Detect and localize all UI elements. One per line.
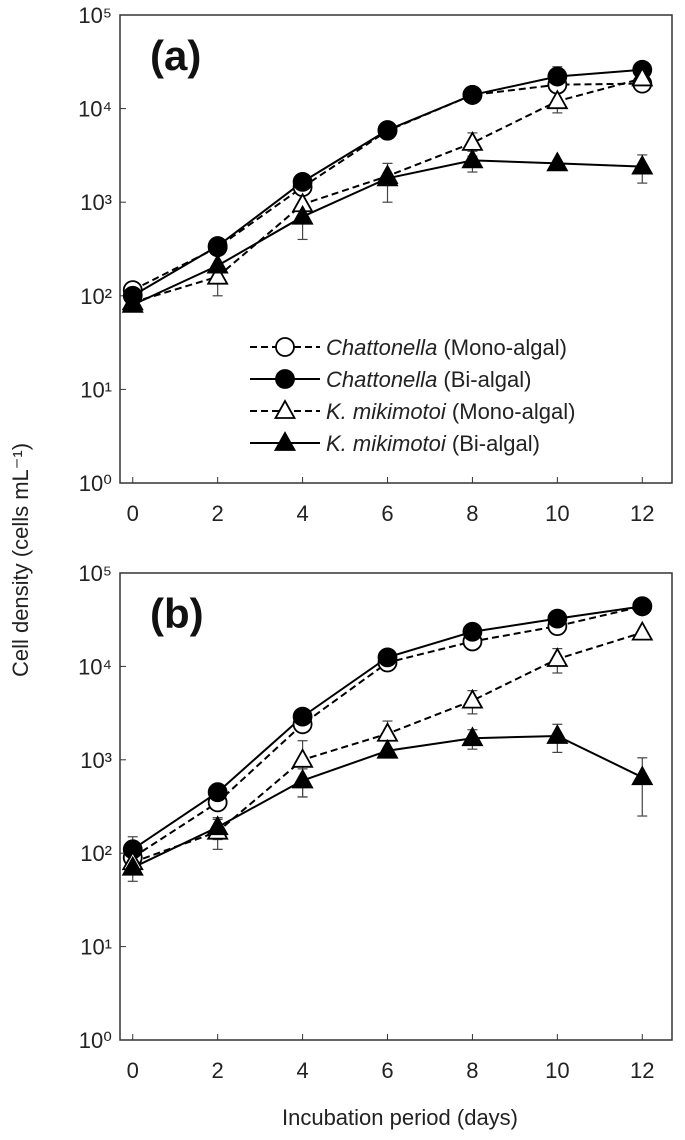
data-point: [546, 151, 569, 172]
data-point: [207, 236, 228, 256]
data-point: [121, 293, 144, 313]
data-point: [376, 721, 399, 742]
data-point: [292, 171, 313, 192]
legend-marker: [275, 369, 295, 389]
data-point: [631, 66, 654, 87]
data-point: [546, 724, 569, 744]
data-point: [461, 726, 484, 747]
plot-frame: [119, 14, 673, 484]
x-tick-label: 4: [296, 501, 308, 526]
data-point: [376, 166, 399, 187]
x-tick-label: 2: [212, 501, 224, 526]
data-point: [461, 131, 484, 151]
data-point: [292, 706, 313, 727]
x-tick-label: 12: [630, 1058, 654, 1083]
data-point: [462, 85, 483, 105]
x-tick-label: 0: [127, 1058, 139, 1083]
data-point: [461, 688, 484, 709]
data-point: [462, 621, 483, 642]
y-tick-label: 10²: [80, 841, 112, 866]
x-tick-label: 0: [127, 501, 139, 526]
y-tick-label: 10³: [80, 190, 112, 215]
y-tick-label: 10⁰: [79, 471, 112, 496]
data-point: [546, 89, 569, 110]
x-tick-label: 2: [212, 1058, 224, 1083]
x-tick-label: 6: [381, 1058, 393, 1083]
data-point: [631, 620, 654, 641]
legend-label: Chattonella (Bi-algal): [326, 367, 531, 392]
y-tick-label: 10⁵: [78, 561, 112, 586]
y-tick-label: 10⁰: [79, 1028, 112, 1053]
data-point: [547, 66, 568, 87]
panel-label: (a): [150, 32, 201, 79]
legend-marker: [273, 431, 297, 451]
data-point: [121, 855, 144, 876]
data-point: [376, 738, 399, 759]
y-tick-label: 10⁴: [78, 654, 112, 679]
data-point: [461, 148, 484, 169]
panel-label: (b): [150, 590, 204, 637]
legend-label: K. mikimotoi (Bi-algal): [326, 431, 540, 456]
x-tick-label: 8: [466, 501, 478, 526]
data-point: [632, 596, 653, 617]
data-point: [377, 647, 398, 668]
x-tick-label: 10: [545, 1058, 569, 1083]
y-tick-label: 10⁴: [78, 97, 112, 122]
data-point: [206, 815, 229, 836]
x-tick-label: 4: [296, 1058, 308, 1083]
data-point: [291, 204, 314, 225]
y-tick-label: 10²: [80, 284, 112, 309]
data-point: [291, 768, 314, 789]
x-tick-label: 10: [545, 501, 569, 526]
x-tick-label: 8: [466, 1058, 478, 1083]
y-tick-label: 10³: [80, 748, 112, 773]
legend-label: Chattonella (Mono-algal): [326, 335, 567, 360]
y-tick-label: 10¹: [80, 377, 112, 402]
y-axis-label: Cell density (cells mL⁻¹): [8, 443, 33, 677]
legend-label: K. mikimotoi (Mono-algal): [326, 399, 575, 424]
legend-marker: [273, 399, 297, 419]
y-tick-label: 10⁵: [78, 3, 112, 28]
data-point: [377, 120, 398, 140]
data-point: [631, 765, 654, 786]
plot-frame: [119, 572, 673, 1041]
data-point: [206, 253, 229, 274]
x-axis-label: Incubation period (days): [282, 1105, 518, 1130]
x-tick-label: 6: [381, 501, 393, 526]
data-point: [291, 747, 314, 768]
legend-marker: [275, 337, 295, 357]
data-point: [547, 608, 568, 629]
data-point: [206, 264, 229, 285]
y-tick-label: 10¹: [80, 935, 112, 960]
data-point: [631, 154, 654, 175]
data-point: [546, 647, 569, 667]
data-point: [207, 782, 228, 803]
x-tick-label: 12: [630, 501, 654, 526]
